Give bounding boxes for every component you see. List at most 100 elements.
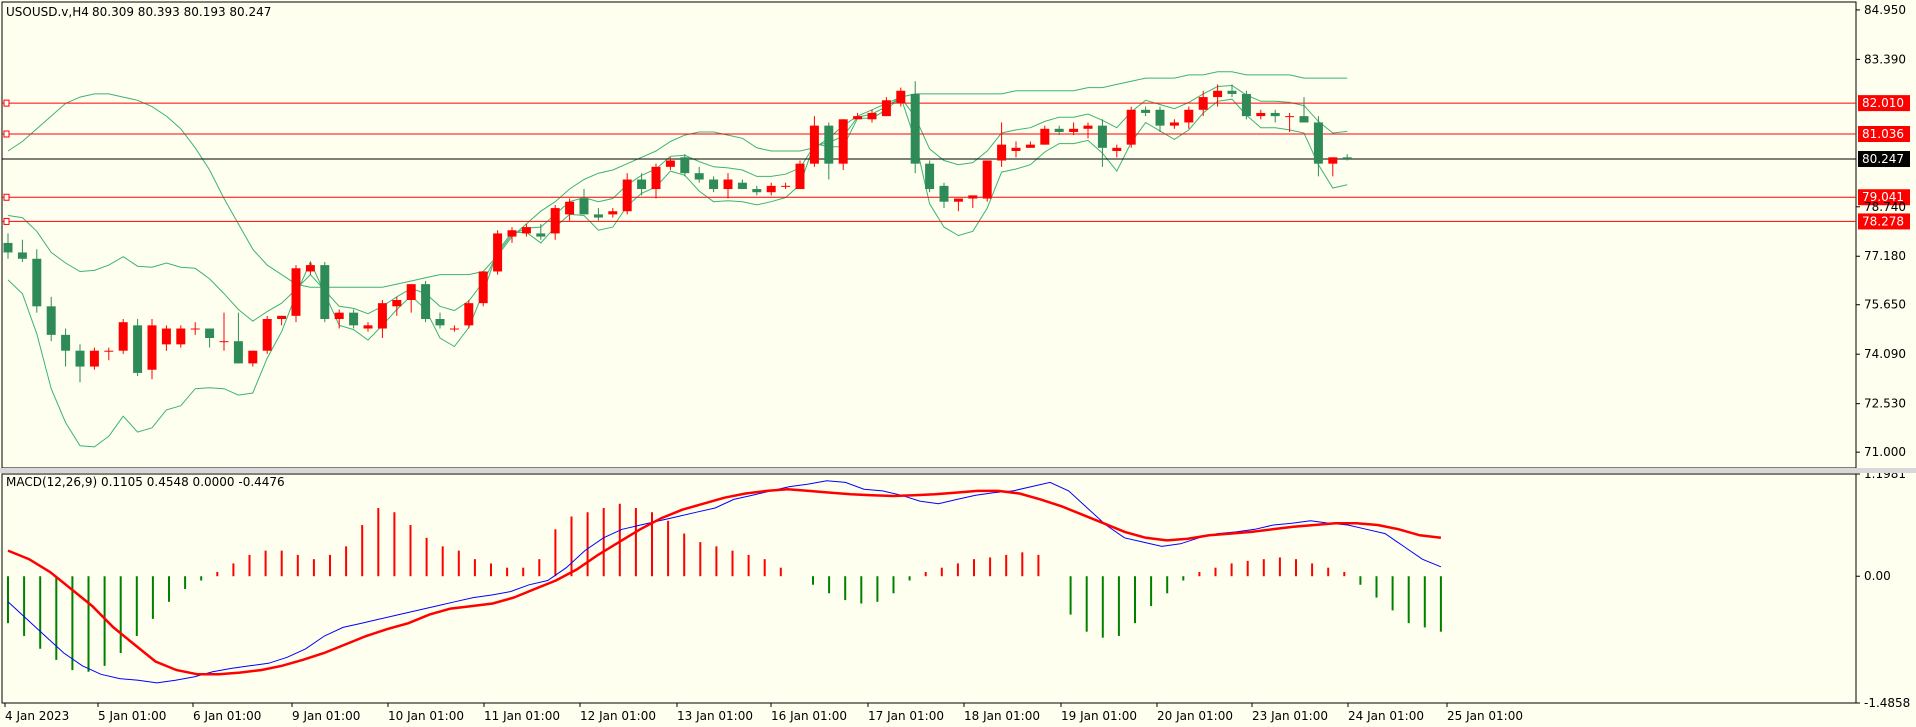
candle-body [1040,128,1050,145]
candle-body [205,328,215,339]
level-handle[interactable] [3,130,10,138]
candle-body [493,233,503,272]
candle-body [622,179,632,212]
candle-body [809,125,819,164]
candle-body [521,227,531,234]
candle-body [46,306,56,335]
candle-body [680,157,690,174]
candle-body [910,93,920,164]
candle-body [637,179,647,190]
macd-pane-frame [1,473,1857,704]
candle-body [363,325,373,329]
bollinger-middle-line [7,84,1348,322]
candle-body [305,265,315,272]
time-tick-label: 17 Jan 01:00 [868,709,944,723]
candle-body [1227,90,1237,94]
candle-body [118,322,128,351]
candle-body [262,319,272,351]
level-price-tag [1858,126,1910,143]
macd-header: MACD(12,26,9) 0.1105 0.4548 0.0000 -0.44… [6,475,285,489]
candle-body [277,315,287,320]
level-handle[interactable] [3,193,10,201]
macd-pane[interactable] [1,473,1857,704]
macd-tick-label: 0.00 [1864,569,1891,583]
candle-body [1299,116,1309,123]
price-tick-label: 84.950 [1864,3,1906,17]
time-tick-label: 6 Jan 01:00 [193,709,261,723]
bollinger-lower-line [7,96,1348,448]
candle-body [579,198,589,215]
candle-body [881,100,891,117]
candle-body [1155,109,1165,126]
candle-body [838,119,848,164]
candle-body [449,328,459,330]
candle-body [1184,109,1194,123]
candle-body [75,350,85,367]
candle-body [32,258,42,307]
level-handle[interactable] [3,217,10,225]
time-tick-label: 24 Jan 01:00 [1348,709,1424,723]
price-axis: 82.010 81.036 79.041 78.278 80.247 84.950 83.3… [1856,3,1910,710]
candle-body [104,350,114,352]
candle-body [1011,147,1021,151]
time-axis: 4 Jan 2023 5 Jan 01:00 6 Jan 01:00 9 Jan 01… [4,703,1523,723]
ohlc-header: 80.309 80.393 80.193 80.247 [92,5,271,19]
candle-body [565,201,575,215]
current-price-label: 80.247 [1862,152,1904,166]
time-tick-label: 25 Jan 01:00 [1447,709,1523,723]
time-tick-label: 9 Jan 01:00 [292,709,360,723]
level-price-label: 81.036 [1862,127,1904,141]
candle-body [61,334,71,351]
candle-body [968,195,978,199]
candle-body [1126,109,1136,145]
candle-body [1054,128,1064,132]
candle-body [1213,90,1223,98]
candle-body [1025,144,1035,148]
candle-body [233,341,243,364]
candle-body [291,268,301,316]
price-tick-label: 83.390 [1864,52,1906,66]
candle-body [1097,125,1107,148]
macd-signal-line [7,487,1442,676]
candle-body [406,284,416,300]
candle-body [550,208,560,234]
candle-body [248,350,258,364]
candle-body [1285,116,1295,118]
level-handle[interactable] [3,99,10,107]
time-tick-label: 10 Jan 01:00 [388,709,464,723]
candle-body [3,242,13,253]
time-tick-label: 5 Jan 01:00 [98,709,166,723]
candle-body [853,116,863,120]
candle-body [435,319,445,326]
candle-body [1313,122,1323,164]
price-tick-label: 74.090 [1864,347,1906,361]
time-tick-label: 11 Jan 01:00 [484,709,560,723]
candle-body [896,90,906,104]
candle-body [752,189,762,193]
price-tick-label: 78.740 [1864,200,1906,214]
price-tick-label: 77.180 [1864,249,1906,263]
time-tick-label: 16 Jan 01:00 [771,709,847,723]
level-price-label: 82.010 [1862,96,1904,110]
candle-body [133,325,143,373]
candle-body [709,179,719,190]
candle-body [334,312,344,320]
candle-body [723,179,733,190]
candle-body [737,182,747,190]
time-tick-label: 12 Jan 01:00 [580,709,656,723]
bollinger-upper-line [7,71,1348,288]
pane-separator [0,468,1916,473]
candle-body [147,325,157,370]
candle-body [161,328,171,345]
candle-body [377,303,387,329]
candle-body [795,163,805,190]
candle-body [939,185,949,202]
candle-body [320,265,330,320]
price-pane[interactable] [1,1,1857,469]
price-tick-label: 72.530 [1864,397,1906,411]
candle-body [694,173,704,180]
time-tick-label: 20 Jan 01:00 [1157,709,1233,723]
candle-body [1112,147,1122,151]
